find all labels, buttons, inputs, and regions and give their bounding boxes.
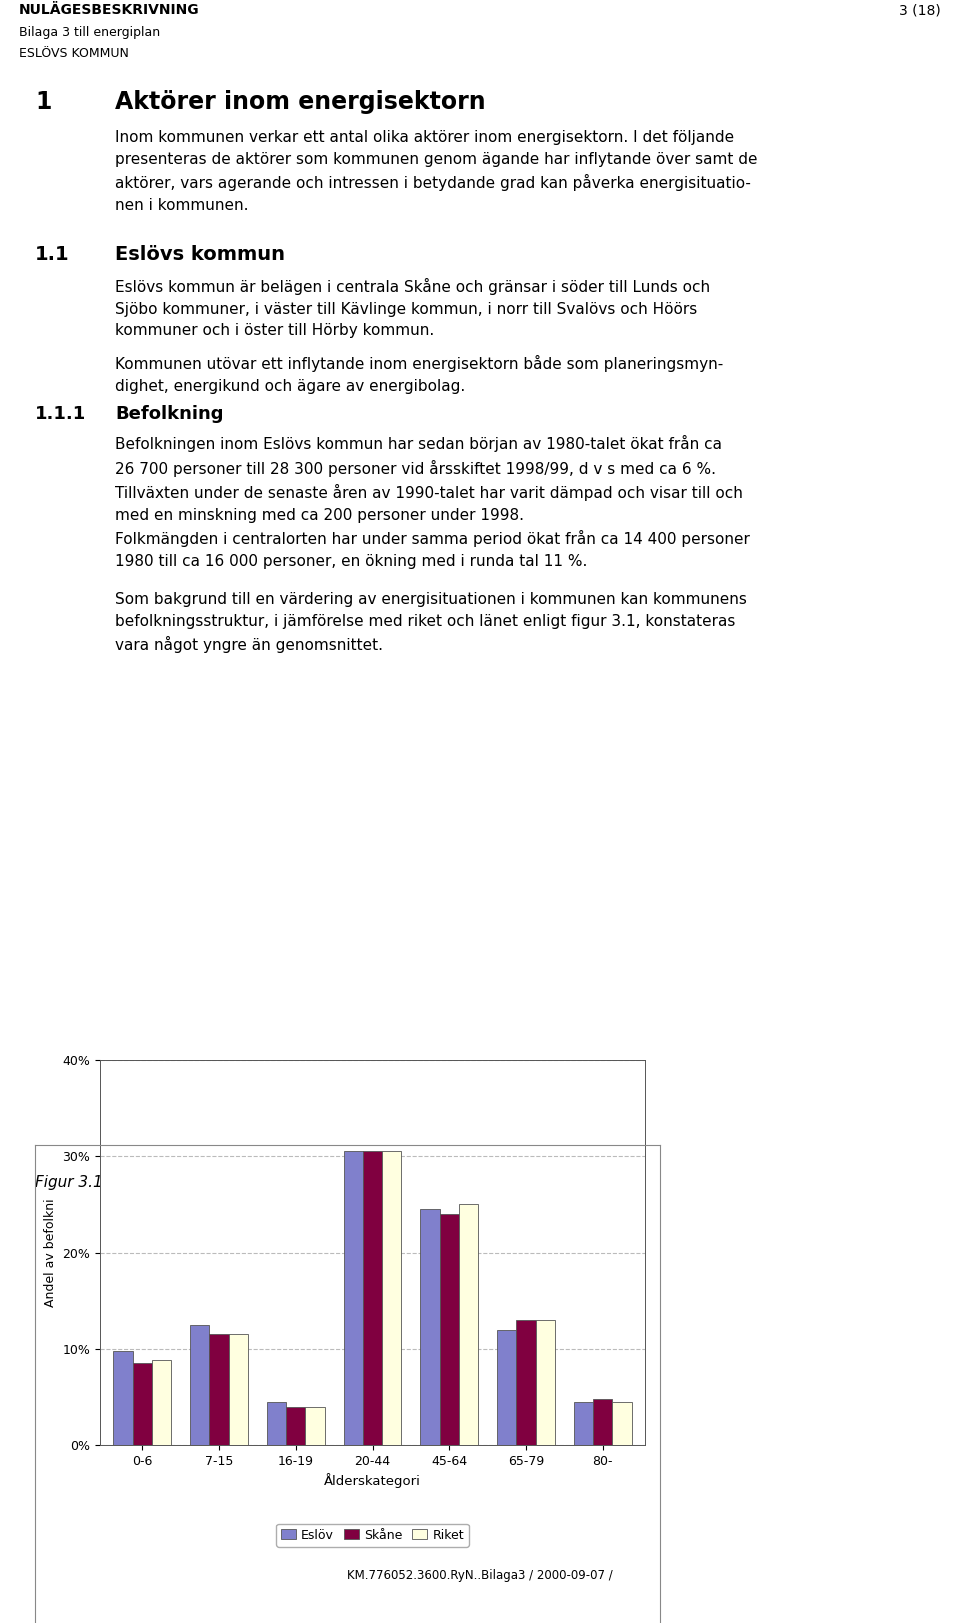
Text: 1.1: 1.1 <box>35 245 70 265</box>
Text: Aktörer inom energisektorn: Aktörer inom energisektorn <box>115 89 486 114</box>
Text: Figur 3.1: Figur 3.1 <box>35 1175 103 1190</box>
Bar <box>113 1350 132 1444</box>
Bar <box>209 1334 228 1444</box>
Bar <box>344 1151 363 1444</box>
Y-axis label: Andel av befolkni: Andel av befolkni <box>44 1198 57 1307</box>
Text: 1: 1 <box>35 89 52 114</box>
Text: Eslövs kommun är belägen i centrala Skåne och gränsar i söder till Lunds och
Sjö: Eslövs kommun är belägen i centrala Skån… <box>115 278 710 338</box>
Bar <box>497 1329 516 1444</box>
Bar <box>228 1334 248 1444</box>
Bar <box>267 1402 286 1444</box>
Bar <box>152 1360 171 1444</box>
Bar <box>382 1151 401 1444</box>
Text: Kommunen utövar ett inflytande inom energisektorn både som planeringsmyn-
dighet: Kommunen utövar ett inflytande inom ener… <box>115 355 723 394</box>
Bar <box>440 1214 459 1444</box>
Text: Folkmängden i centralorten har under samma period ökat från ca 14 400 personer
1: Folkmängden i centralorten har under sam… <box>115 531 750 568</box>
Bar <box>516 1319 536 1444</box>
Legend: Eslöv, Skåne, Riket: Eslöv, Skåne, Riket <box>276 1524 468 1547</box>
Bar <box>612 1402 632 1444</box>
Text: KM.776052.3600.RyN..Bilaga3 / 2000-09-07 /: KM.776052.3600.RyN..Bilaga3 / 2000-09-07… <box>348 1568 612 1581</box>
Text: Eslövs kommun: Eslövs kommun <box>115 245 285 265</box>
Bar <box>363 1151 382 1444</box>
Bar <box>190 1324 209 1444</box>
Text: ESLÖVS KOMMUN: ESLÖVS KOMMUN <box>19 47 129 60</box>
Text: NULÄGESBESKRIVNING: NULÄGESBESKRIVNING <box>19 3 200 18</box>
Text: Bilaga 3 till energiplan: Bilaga 3 till energiplan <box>19 26 160 39</box>
Bar <box>593 1399 612 1444</box>
Bar <box>536 1319 555 1444</box>
Text: Åldersfördelning /11/: Åldersfördelning /11/ <box>115 1175 275 1193</box>
Bar <box>420 1209 440 1444</box>
X-axis label: Ålderskategori: Ålderskategori <box>324 1474 420 1488</box>
Bar <box>459 1204 478 1444</box>
Text: Som bakgrund till en värdering av energisituationen i kommunen kan kommunens
bef: Som bakgrund till en värdering av energi… <box>115 592 747 654</box>
Bar <box>305 1407 324 1444</box>
Bar <box>286 1407 305 1444</box>
Bar <box>574 1402 593 1444</box>
Text: 1.1.1: 1.1.1 <box>35 406 86 424</box>
Text: 3 (18): 3 (18) <box>900 3 941 18</box>
Bar <box>132 1363 152 1444</box>
Text: Befolkningen inom Eslövs kommun har sedan början av 1980-talet ökat från ca
26 7: Befolkningen inom Eslövs kommun har seda… <box>115 435 743 523</box>
Text: Befolkning: Befolkning <box>115 406 224 424</box>
Text: Inom kommunen verkar ett antal olika aktörer inom energisektorn. I det följande
: Inom kommunen verkar ett antal olika akt… <box>115 130 757 213</box>
